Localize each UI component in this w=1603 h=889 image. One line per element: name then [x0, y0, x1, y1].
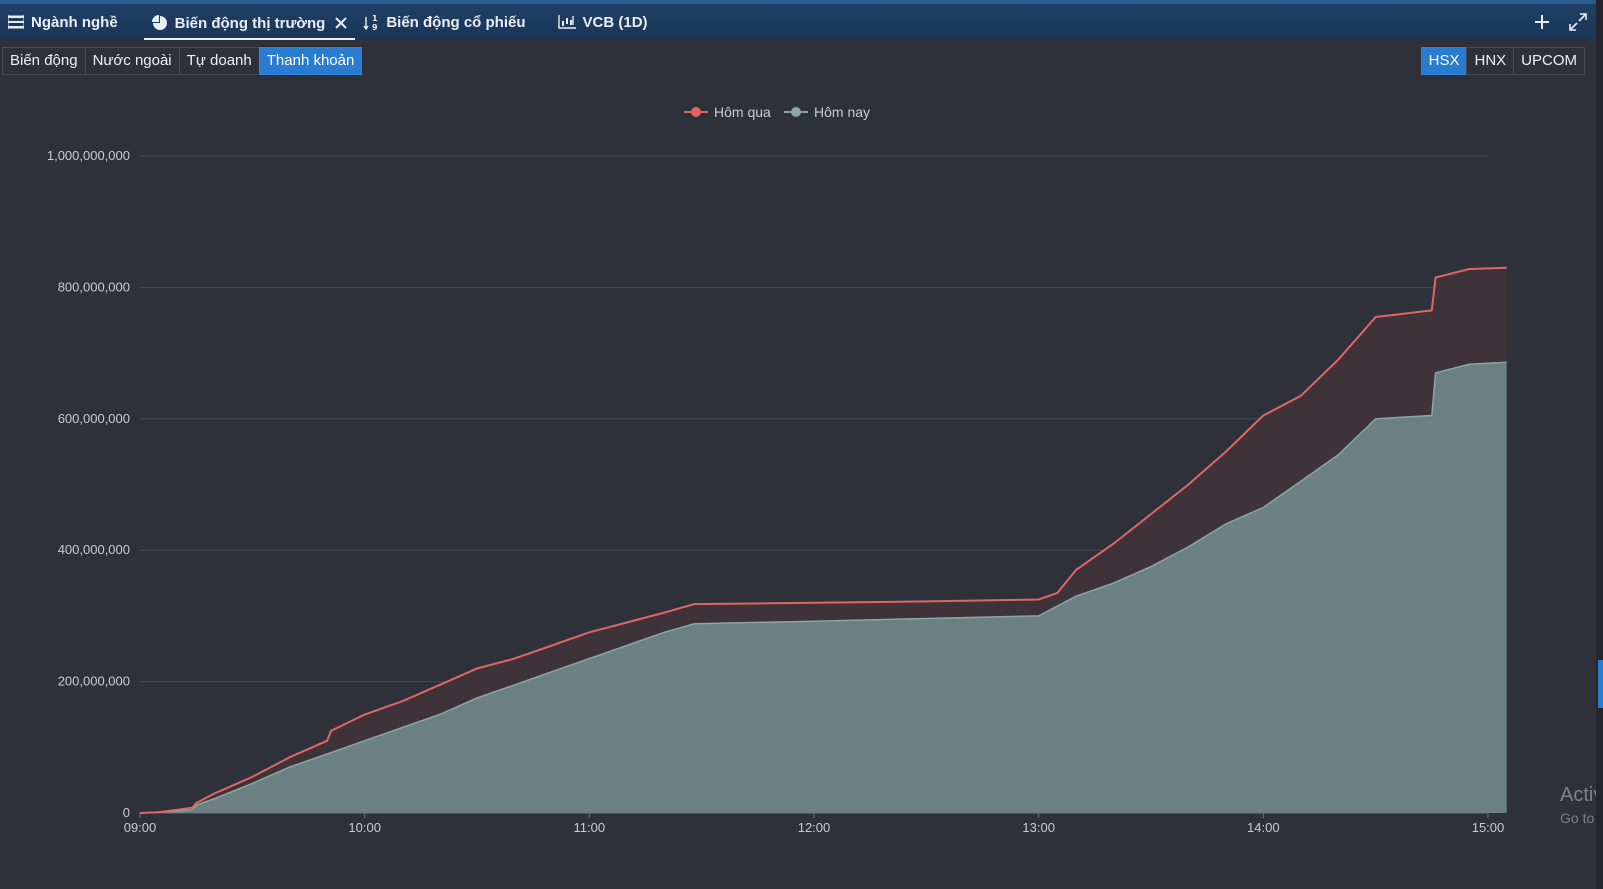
y-tick-label: 600,000,000: [58, 411, 130, 426]
window-right-edge: [1596, 0, 1603, 889]
candlestick-icon: [557, 15, 576, 29]
x-tick-label: 11:00: [574, 820, 606, 835]
exchange-segmented-control: HSX HNX UPCOM: [1420, 47, 1585, 75]
window-top-accent: [0, 0, 1603, 4]
tab-label: Biến động thị trường: [174, 14, 326, 32]
legend-label[interactable]: Hôm nay: [814, 104, 870, 120]
series-area-hom-nay: [140, 362, 1507, 813]
y-tick-label: 1,000,000,000: [47, 148, 130, 163]
x-tick-label: 12:00: [798, 820, 831, 835]
y-tick-label: 200,000,000: [58, 674, 130, 689]
tab-vcb-1d[interactable]: VCB (1D): [550, 4, 656, 40]
exchange-upcom[interactable]: UPCOM: [1513, 47, 1585, 75]
edge-accent: [1598, 660, 1603, 708]
series-line-hom-nay: [139, 361, 1507, 814]
exchange-hnx[interactable]: HNX: [1466, 47, 1515, 75]
sub-toolbar: Biến động Nước ngoài Tự doanh Thanh khoả…: [0, 47, 1603, 75]
subtab-bien-dong[interactable]: Biến động: [2, 47, 86, 75]
subtab-tu-doanh[interactable]: Tự doanh: [178, 47, 260, 75]
activation-watermark-sub: Go to: [1560, 810, 1595, 826]
legend-label[interactable]: Hôm qua: [714, 104, 771, 120]
exchange-hsx[interactable]: HSX: [1420, 47, 1468, 75]
activation-watermark: Activ: [1560, 784, 1603, 806]
svg-text:9: 9: [372, 23, 378, 31]
legend-marker: [691, 107, 701, 117]
tab-nganh-nghe[interactable]: Ngành nghề: [0, 4, 126, 40]
plus-icon[interactable]: [1531, 11, 1553, 33]
tab-label: VCB (1D): [582, 13, 648, 31]
y-tick-label: 0: [123, 805, 130, 820]
y-tick-label: 400,000,000: [58, 542, 130, 557]
liquidity-chart: 0 200,000,000 400,000,000 600,000,000 800,00…: [47, 104, 1507, 835]
tab-label: Biến động cổ phiếu: [386, 13, 526, 31]
subtab-thanh-khoan[interactable]: Thanh khoản: [258, 47, 363, 75]
x-tick-label: 15:00: [1472, 820, 1505, 835]
close-icon[interactable]: [335, 17, 348, 29]
subtab-nuoc-ngoai[interactable]: Nước ngoài: [84, 47, 180, 75]
pie-chart-icon: [151, 15, 168, 31]
tab-bien-dong-thi-truong[interactable]: Biến động thị trường: [143, 8, 356, 40]
y-tick-label: 800,000,000: [58, 279, 130, 294]
x-tick-label: 10:00: [348, 820, 381, 835]
x-tick-label: 09:00: [124, 820, 157, 835]
svg-text:1: 1: [372, 14, 378, 23]
view-segmented-control: Biến động Nước ngoài Tự doanh Thanh khoả…: [2, 47, 363, 75]
list-icon: [8, 15, 24, 29]
x-tick-label: 14:00: [1247, 820, 1280, 835]
series-line-hom-qua: [139, 266, 1507, 814]
legend-marker: [791, 107, 801, 117]
expand-icon[interactable]: [1567, 11, 1589, 33]
tab-label: Ngành nghề: [31, 13, 118, 31]
x-tick-label: 13:00: [1022, 820, 1055, 835]
